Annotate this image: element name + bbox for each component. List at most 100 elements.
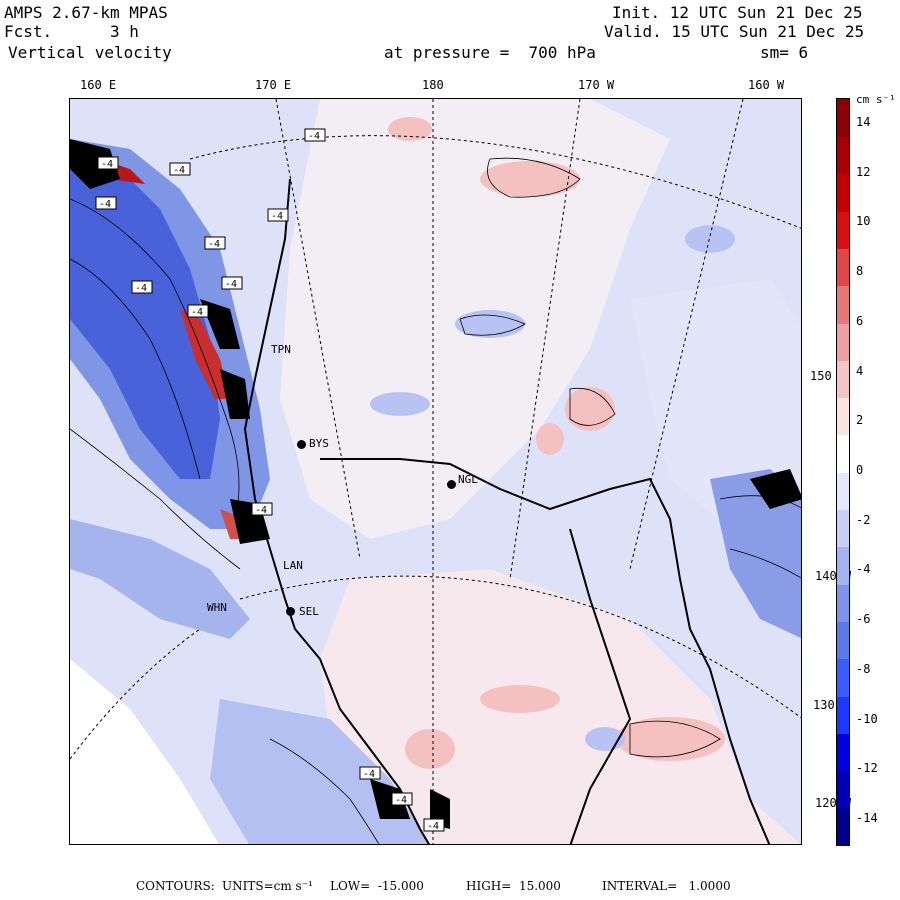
contour-2 bbox=[70, 258, 201, 480]
contour-label-4: -4 bbox=[204, 236, 226, 250]
meridian-170w bbox=[509, 99, 581, 580]
pink-patch-3 bbox=[565, 387, 615, 431]
footer-units: UNITS=cm s⁻¹ bbox=[222, 879, 313, 893]
init-time: Init. 12 UTC Sun 21 Dec 25 bbox=[612, 3, 863, 22]
cluster-2 bbox=[200, 299, 240, 349]
colorbar-tick-label: -12 bbox=[856, 761, 878, 776]
contour-5 bbox=[569, 387, 616, 426]
blue-patch-1 bbox=[455, 310, 525, 338]
colorbar-segment bbox=[837, 248, 849, 287]
colorbar-segment bbox=[837, 658, 849, 697]
pink-patch-7 bbox=[405, 729, 455, 769]
parallel-south bbox=[239, 575, 801, 719]
colorbar-segment bbox=[837, 360, 849, 399]
footer-contours: CONTOURS: bbox=[136, 879, 215, 893]
colorbar-tick-label: -8 bbox=[856, 661, 871, 676]
graticule bbox=[70, 99, 801, 844]
map-panel: -4 -4 -4 -4 -4 -4 -4 -4 -4 -4 -4 -4 -4 B… bbox=[69, 98, 802, 845]
contour-label-text: -4 bbox=[99, 199, 111, 210]
colorbar-segment bbox=[837, 695, 849, 734]
contour-label-text: -4 bbox=[395, 795, 407, 806]
smoothing-value: sm= 6 bbox=[760, 43, 809, 62]
colorbar-segment bbox=[837, 434, 849, 473]
contour-label-13: -4 bbox=[304, 128, 326, 142]
contour-label-10: -4 bbox=[391, 792, 413, 806]
colorbar-segment bbox=[837, 397, 849, 436]
pink-patch-6 bbox=[480, 685, 560, 713]
blue-patch-3 bbox=[685, 225, 735, 253]
colorbar-segment bbox=[837, 509, 849, 548]
colorbar-tick-label: -14 bbox=[856, 811, 878, 826]
contour-10 bbox=[459, 314, 526, 336]
colorbar-tick-label: 10 bbox=[856, 214, 871, 229]
contour-label-text: -4 bbox=[363, 769, 375, 780]
contour-label-text: -4 bbox=[255, 505, 267, 516]
lon-label-160w: 160 W bbox=[748, 78, 785, 92]
valid-time: Valid. 15 UTC Sun 21 Dec 25 bbox=[604, 22, 865, 41]
station-label-whn: WHN bbox=[207, 601, 227, 614]
station-label-ngl: NGL bbox=[458, 473, 478, 486]
colorbar-segment bbox=[837, 583, 849, 622]
contour-label-8: -4 bbox=[251, 502, 273, 516]
colorbar bbox=[836, 98, 850, 846]
contour-label-11: -4 bbox=[423, 818, 445, 832]
colorbar-segment bbox=[837, 807, 849, 846]
contour-label-text: -4 bbox=[271, 211, 283, 222]
station-marker-bys bbox=[297, 440, 306, 449]
cluster-1 bbox=[70, 139, 120, 189]
contour-label-3: -4 bbox=[267, 208, 289, 222]
contour-9 bbox=[269, 738, 380, 844]
colorbar-segment bbox=[837, 621, 849, 660]
station-label-bys: BYS bbox=[309, 437, 329, 450]
colorbar-tick-label: -6 bbox=[856, 612, 871, 627]
station-marker-ngl bbox=[447, 480, 456, 489]
station-label-lan: LAN bbox=[283, 559, 303, 572]
downward-patch-east bbox=[710, 469, 801, 639]
lon-label-170e: 170 E bbox=[255, 78, 292, 92]
contour-label-2: -4 bbox=[95, 196, 117, 210]
lon-label-180: 180 bbox=[422, 78, 444, 92]
colorbar-segment bbox=[837, 770, 849, 809]
footer-high: HIGH= 15.000 bbox=[466, 879, 561, 893]
contour-label-text: -4 bbox=[208, 239, 220, 250]
meridian-160w bbox=[629, 99, 744, 570]
coastline-west bbox=[243, 178, 430, 844]
colorbar-tick-label: 4 bbox=[856, 363, 864, 378]
lon-label-160e: 160 E bbox=[80, 78, 117, 92]
colorbar-tick-label: 2 bbox=[856, 413, 864, 428]
colorbar-tick-label: 14 bbox=[856, 114, 871, 129]
pink-patch-1 bbox=[480, 161, 580, 197]
colorbar-segment bbox=[837, 322, 849, 361]
upward-streak-1 bbox=[180, 309, 230, 399]
blue-patch-2 bbox=[370, 392, 430, 416]
colorbar-tick-label: 6 bbox=[856, 313, 864, 328]
contour-label-12: -4 bbox=[169, 162, 191, 176]
contour-label-text: -4 bbox=[225, 279, 237, 290]
contour-label-5: -4 bbox=[131, 280, 153, 294]
colorbar-segment bbox=[837, 285, 849, 324]
blue-region-east bbox=[630, 279, 801, 529]
lon-label-170w: 170 W bbox=[578, 78, 615, 92]
station-label-tpn: TPN bbox=[271, 343, 291, 356]
contour-label-9: -4 bbox=[359, 766, 381, 780]
contour-label-text: -4 bbox=[191, 307, 203, 318]
colorbar-segment bbox=[837, 173, 849, 212]
contour-1 bbox=[70, 198, 240, 520]
pressure-level: at pressure = 700 hPa bbox=[384, 43, 596, 62]
parallel-north bbox=[189, 135, 801, 229]
pink-patch-4 bbox=[536, 423, 564, 455]
field-name: Vertical velocity bbox=[8, 43, 172, 62]
contour-label-boxes: -4 -4 -4 -4 -4 -4 -4 -4 -4 -4 -4 -4 -4 bbox=[95, 128, 445, 832]
contour-8 bbox=[729, 548, 801, 579]
forecast-hour: Fcst. 3 h bbox=[4, 22, 139, 41]
colorbar-tick-label: 12 bbox=[856, 164, 871, 179]
contour-label-text: -4 bbox=[173, 165, 185, 176]
colorbar-tick-label: -10 bbox=[856, 711, 878, 726]
colorbar-segment bbox=[837, 472, 849, 510]
contour-label-1: -4 bbox=[97, 156, 119, 170]
contour-label-text: -4 bbox=[308, 131, 320, 142]
parallel-sw bbox=[70, 628, 201, 760]
ice-shelf-edge bbox=[320, 458, 771, 844]
colorbar-tick-label: -2 bbox=[856, 512, 871, 527]
colorbar-segment bbox=[837, 99, 849, 137]
